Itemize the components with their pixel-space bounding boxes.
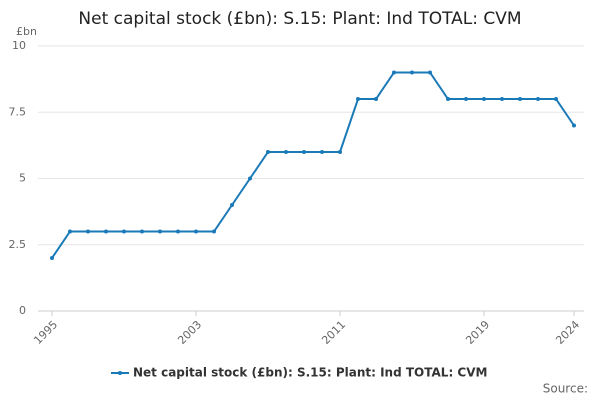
- y-unit-label: £bn: [16, 25, 37, 38]
- point: [392, 70, 396, 75]
- point: [554, 97, 558, 101]
- point: [284, 150, 288, 154]
- y-tick-label: 10: [12, 39, 26, 52]
- point: [68, 229, 72, 234]
- point: [104, 229, 108, 234]
- point: [212, 229, 216, 234]
- point: [158, 229, 162, 234]
- point: [122, 229, 126, 234]
- point: [482, 97, 486, 101]
- y-tick-label: 0: [19, 304, 26, 317]
- point: [176, 229, 180, 234]
- legend-marker: [118, 371, 122, 375]
- point: [374, 97, 378, 101]
- point: [464, 97, 468, 101]
- x-tick-label: 2024: [553, 318, 582, 347]
- x-tick-label: 1995: [31, 318, 60, 347]
- point: [356, 97, 360, 101]
- y-tick-label: 7.5: [9, 105, 27, 118]
- point: [428, 70, 432, 75]
- point: [536, 97, 540, 101]
- point: [338, 150, 342, 154]
- y-tick-label: 5: [19, 172, 26, 185]
- x-tick-label: 2019: [463, 318, 492, 347]
- point: [500, 97, 504, 101]
- y-tick-label: 2.5: [9, 238, 27, 251]
- point: [86, 229, 90, 234]
- point: [248, 176, 252, 181]
- point: [50, 256, 54, 260]
- point: [140, 229, 144, 234]
- legend-label: Net capital stock (£bn): S.15: Plant: In…: [133, 366, 487, 380]
- point: [266, 150, 270, 154]
- chart-title: Net capital stock (£bn): S.15: Plant: In…: [78, 9, 521, 29]
- x-tick-label: 2011: [319, 318, 348, 347]
- point: [446, 97, 450, 101]
- point: [518, 97, 522, 101]
- point: [320, 150, 324, 154]
- source: Source:: [543, 382, 588, 396]
- point: [194, 229, 198, 234]
- x-tick-label: 2003: [175, 318, 204, 347]
- point: [230, 203, 234, 207]
- point: [302, 150, 306, 154]
- point: [410, 70, 414, 75]
- point: [572, 123, 576, 128]
- series-line: [51, 71, 575, 259]
